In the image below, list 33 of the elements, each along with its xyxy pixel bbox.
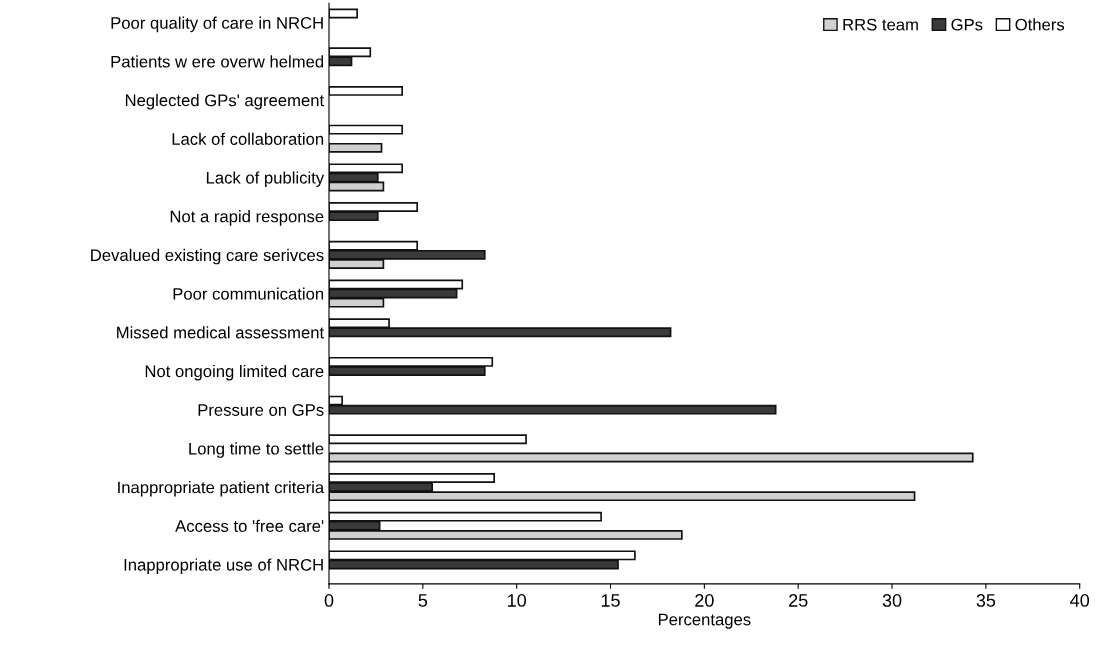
y-tick-label: Pressure on GPs bbox=[198, 404, 324, 416]
y-tick-label: Poor quality of care in NRCH bbox=[111, 16, 323, 33]
y-tick-label: Neglected GPs' agreement bbox=[125, 94, 325, 110]
y-tick-label: Devalued existing care serivces bbox=[91, 248, 324, 265]
x-tick-label: 15 bbox=[601, 594, 620, 607]
bar bbox=[328, 86, 404, 96]
x-tick-label: 30 bbox=[882, 594, 902, 607]
bar bbox=[328, 434, 527, 445]
y-tick-label: Poor communication bbox=[173, 287, 324, 300]
x-tick-label: 25 bbox=[789, 594, 808, 607]
y-tick-label: Access to 'free care' bbox=[175, 519, 324, 532]
bar bbox=[328, 452, 974, 463]
x-tick-label: 40 bbox=[1070, 594, 1090, 607]
y-tick-label: Not ongoing limited care bbox=[145, 364, 324, 381]
y-tick-label: Patients w ere overw helmed bbox=[111, 55, 324, 68]
x-tick-label: 5 bbox=[418, 594, 428, 607]
legend-label: RRS team bbox=[843, 18, 918, 31]
x-axis-title: Percentages bbox=[658, 613, 751, 629]
y-tick-label: Missed medical assessment bbox=[117, 326, 325, 339]
legend-label: Others bbox=[1015, 18, 1065, 31]
legend-label: GPs bbox=[951, 18, 983, 31]
y-tick-label: Inappropriate use of NRCH bbox=[124, 558, 323, 574]
x-tick-label: 0 bbox=[324, 594, 334, 607]
x-tick-label: 10 bbox=[508, 594, 527, 607]
y-tick-label: Long time to settle bbox=[189, 442, 324, 458]
bar bbox=[328, 142, 383, 153]
x-tick-label: 20 bbox=[695, 594, 714, 607]
x-tick-label: 35 bbox=[976, 594, 996, 607]
y-tick-label: Inappropriate patient criteria bbox=[118, 481, 325, 497]
y-tick-label: Lack of collaboration bbox=[172, 132, 324, 145]
y-tick-label: Lack of publicity bbox=[206, 171, 325, 187]
y-tick-label: Not a rapid response bbox=[170, 210, 324, 226]
bar bbox=[328, 124, 404, 135]
